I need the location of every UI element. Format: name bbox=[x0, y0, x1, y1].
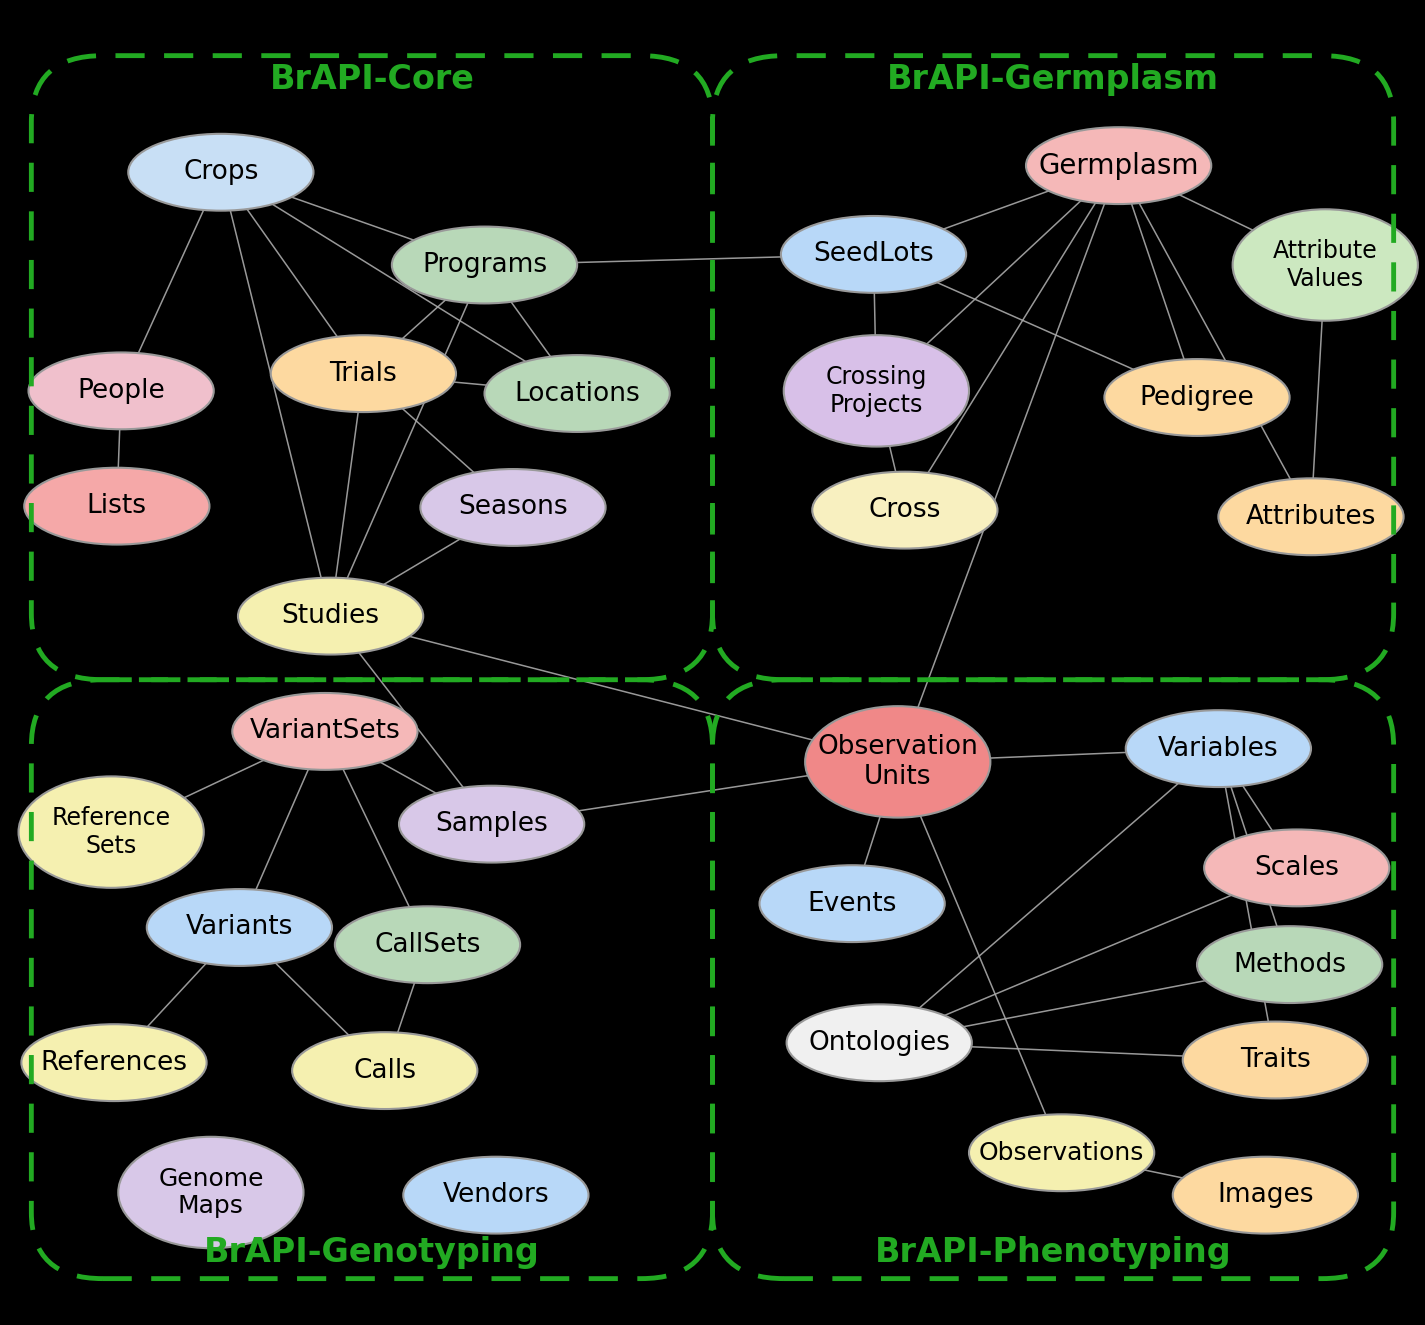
Text: Germplasm: Germplasm bbox=[1039, 151, 1198, 180]
Text: Observation
Units: Observation Units bbox=[818, 734, 978, 790]
Ellipse shape bbox=[787, 1004, 972, 1081]
Text: Attributes: Attributes bbox=[1245, 504, 1377, 530]
Text: Images: Images bbox=[1217, 1182, 1314, 1208]
Text: Reference
Sets: Reference Sets bbox=[51, 806, 171, 859]
Text: Scales: Scales bbox=[1254, 855, 1340, 881]
Text: CallSets: CallSets bbox=[375, 931, 480, 958]
Text: Vendors: Vendors bbox=[443, 1182, 549, 1208]
Ellipse shape bbox=[812, 472, 997, 549]
Ellipse shape bbox=[232, 693, 418, 770]
Ellipse shape bbox=[1197, 926, 1382, 1003]
Text: SeedLots: SeedLots bbox=[814, 241, 933, 268]
Text: BrAPI-Core: BrAPI-Core bbox=[269, 64, 475, 95]
Text: Attribute
Values: Attribute Values bbox=[1273, 238, 1378, 292]
Text: BrAPI-Phenotyping: BrAPI-Phenotyping bbox=[875, 1236, 1231, 1268]
Text: Methods: Methods bbox=[1233, 951, 1347, 978]
Text: Observations: Observations bbox=[979, 1141, 1144, 1165]
Text: Lists: Lists bbox=[87, 493, 147, 519]
Ellipse shape bbox=[1204, 829, 1389, 906]
Text: References: References bbox=[40, 1049, 188, 1076]
Ellipse shape bbox=[1233, 209, 1418, 321]
Ellipse shape bbox=[292, 1032, 477, 1109]
Text: Ontologies: Ontologies bbox=[808, 1030, 950, 1056]
Ellipse shape bbox=[1183, 1022, 1368, 1098]
Text: Crops: Crops bbox=[184, 159, 258, 186]
Ellipse shape bbox=[399, 786, 584, 863]
Ellipse shape bbox=[238, 578, 423, 655]
Ellipse shape bbox=[760, 865, 945, 942]
Text: Pedigree: Pedigree bbox=[1140, 384, 1254, 411]
Text: Crossing
Projects: Crossing Projects bbox=[825, 364, 928, 417]
Ellipse shape bbox=[781, 216, 966, 293]
Text: Variables: Variables bbox=[1159, 735, 1278, 762]
Ellipse shape bbox=[118, 1137, 304, 1248]
Ellipse shape bbox=[392, 227, 577, 303]
Text: BrAPI-Germplasm: BrAPI-Germplasm bbox=[888, 64, 1218, 95]
Text: BrAPI-Genotyping: BrAPI-Genotyping bbox=[204, 1236, 540, 1268]
Text: Seasons: Seasons bbox=[459, 494, 567, 521]
Text: VariantSets: VariantSets bbox=[249, 718, 400, 745]
Ellipse shape bbox=[128, 134, 314, 211]
Text: Calls: Calls bbox=[353, 1057, 416, 1084]
Ellipse shape bbox=[19, 776, 204, 888]
Ellipse shape bbox=[335, 906, 520, 983]
Ellipse shape bbox=[1173, 1157, 1358, 1234]
Ellipse shape bbox=[784, 335, 969, 447]
Text: Trials: Trials bbox=[329, 360, 398, 387]
Text: Traits: Traits bbox=[1240, 1047, 1311, 1073]
Text: Studies: Studies bbox=[282, 603, 379, 629]
Text: Locations: Locations bbox=[514, 380, 640, 407]
Ellipse shape bbox=[403, 1157, 589, 1234]
Text: Cross: Cross bbox=[869, 497, 940, 523]
Ellipse shape bbox=[1126, 710, 1311, 787]
Text: Programs: Programs bbox=[422, 252, 547, 278]
Text: Genome
Maps: Genome Maps bbox=[158, 1166, 264, 1219]
Ellipse shape bbox=[805, 706, 990, 818]
Text: Variants: Variants bbox=[185, 914, 294, 941]
Ellipse shape bbox=[1218, 478, 1404, 555]
Ellipse shape bbox=[271, 335, 456, 412]
Text: Events: Events bbox=[808, 890, 896, 917]
Ellipse shape bbox=[420, 469, 606, 546]
Ellipse shape bbox=[969, 1114, 1154, 1191]
Ellipse shape bbox=[147, 889, 332, 966]
Ellipse shape bbox=[24, 468, 209, 545]
Ellipse shape bbox=[1026, 127, 1211, 204]
Ellipse shape bbox=[485, 355, 670, 432]
Ellipse shape bbox=[1104, 359, 1290, 436]
Ellipse shape bbox=[21, 1024, 207, 1101]
Text: People: People bbox=[77, 378, 165, 404]
Text: Samples: Samples bbox=[435, 811, 549, 837]
Ellipse shape bbox=[28, 352, 214, 429]
